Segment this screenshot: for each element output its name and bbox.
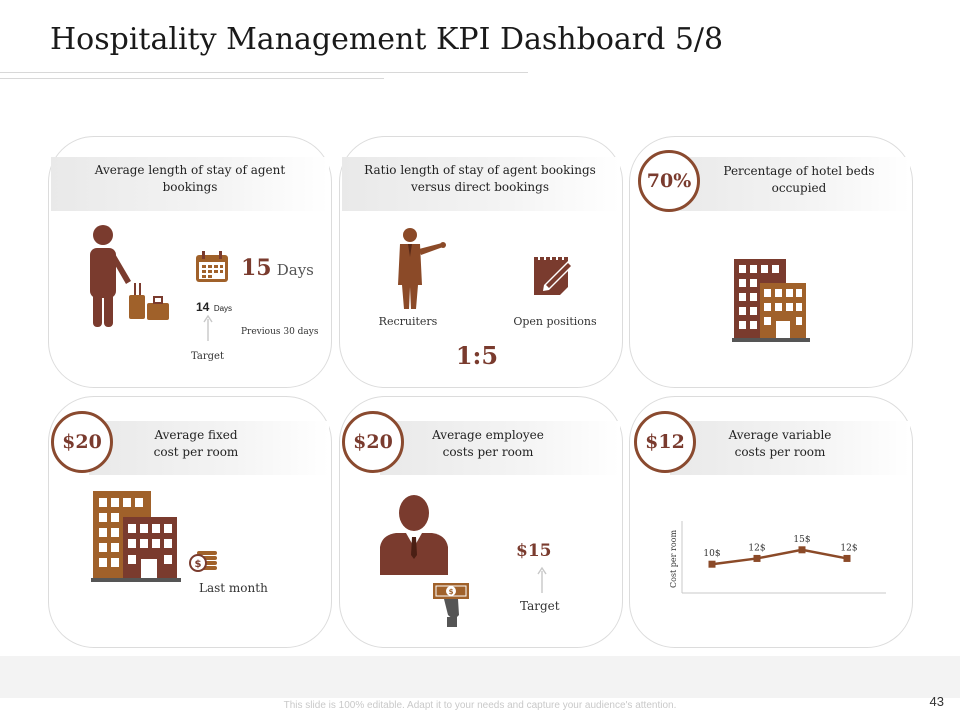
card-ratio-length-of-stay: Ratio length of stay of agent bookings v…: [339, 136, 623, 388]
page-number: 43: [929, 694, 944, 709]
card-label: Average variable costs per room: [728, 428, 832, 459]
hotel-building-icon: [91, 491, 181, 582]
variable-cost-badge: $12: [634, 411, 696, 473]
card-header-band: [380, 421, 620, 475]
recruiter-icon: [398, 228, 446, 309]
coins-icon: $: [189, 551, 217, 572]
stay-value-number: 15: [241, 255, 272, 281]
hand-money-icon: $: [433, 583, 469, 627]
chart-data-label: 15$: [793, 535, 810, 545]
recruiters-label: Recruiters: [378, 315, 438, 328]
ratio-value: 1:5: [455, 341, 499, 370]
hotel-building-icon: [732, 259, 810, 342]
employee-target-label: Target: [520, 599, 560, 613]
card-label: Average length of stay of agent bookings: [94, 163, 286, 194]
chart-point: [843, 554, 851, 562]
card-label: Average employee costs per room: [432, 428, 544, 459]
chart-point: [708, 560, 716, 568]
chart-series-line: [711, 548, 848, 566]
card-header-band: [670, 421, 910, 475]
chart-data-label: 10$: [703, 549, 720, 559]
previous-30-days-label: Previous 30 days: [241, 327, 319, 337]
footer-text: This slide is 100% editable. Adapt it to…: [283, 700, 677, 711]
card-average-employee-costs: $20 Average employee costs per room $ $1…: [339, 396, 623, 648]
employee-target-value: $15: [516, 541, 552, 561]
footer-band: [0, 656, 960, 698]
card-average-fixed-cost: $20 Average fixed cost per room $ Last m…: [48, 396, 332, 648]
open-positions-label: Open positions: [513, 315, 597, 328]
up-arrow-icon: [537, 566, 547, 593]
card-hotel-beds-occupied: 70% Percentage of hotel beds occupied: [629, 136, 913, 388]
card-label: Percentage of hotel beds occupied: [723, 164, 875, 195]
chart-data-label: 12$: [748, 543, 765, 553]
card-header-band: [670, 157, 910, 211]
svg-text:$: $: [449, 588, 454, 596]
calendar-icon: [196, 251, 228, 282]
stay-target-number: 14: [196, 300, 210, 314]
chart-data-label: 12$: [840, 543, 857, 553]
traveler-icon: [90, 225, 169, 327]
stay-target-label: Target: [191, 351, 224, 362]
page-title: Hospitality Management KPI Dashboard 5/8: [50, 22, 724, 57]
chart-y-axis-label: Cost per room: [669, 530, 678, 588]
title-underline-short: [0, 78, 384, 79]
card-label: Average fixed cost per room: [153, 428, 239, 459]
card-average-variable-costs: $12 Average variable costs per room Cost…: [629, 396, 913, 648]
fixed-cost-badge: $20: [51, 411, 113, 473]
card-header-band: [342, 157, 620, 211]
employee-cost-badge: $20: [342, 411, 404, 473]
stay-value: 15 Days: [241, 255, 314, 281]
card-average-length-of-stay: Average length of stay of agent bookings…: [48, 136, 332, 388]
notepad-pencil-icon: [534, 254, 573, 295]
up-arrow-icon: [203, 314, 213, 341]
stay-target: 14 Days: [196, 298, 232, 316]
card-label: Ratio length of stay of agent bookings v…: [364, 163, 596, 194]
employee-icon: [380, 495, 448, 575]
stay-target-unit: Days: [213, 304, 233, 313]
chart-point: [798, 546, 806, 554]
variable-cost-line-chart: Cost per room 10$ 12$ 15$ 12$: [669, 521, 886, 594]
last-month-label: Last month: [199, 581, 268, 595]
card-header-band: [89, 421, 329, 475]
svg-text:$: $: [195, 559, 202, 570]
card-header-band: [51, 157, 329, 211]
percent-badge: 70%: [638, 150, 700, 212]
stay-value-unit: Days: [276, 261, 314, 279]
title-underline: [0, 72, 528, 73]
chart-point: [753, 554, 761, 562]
